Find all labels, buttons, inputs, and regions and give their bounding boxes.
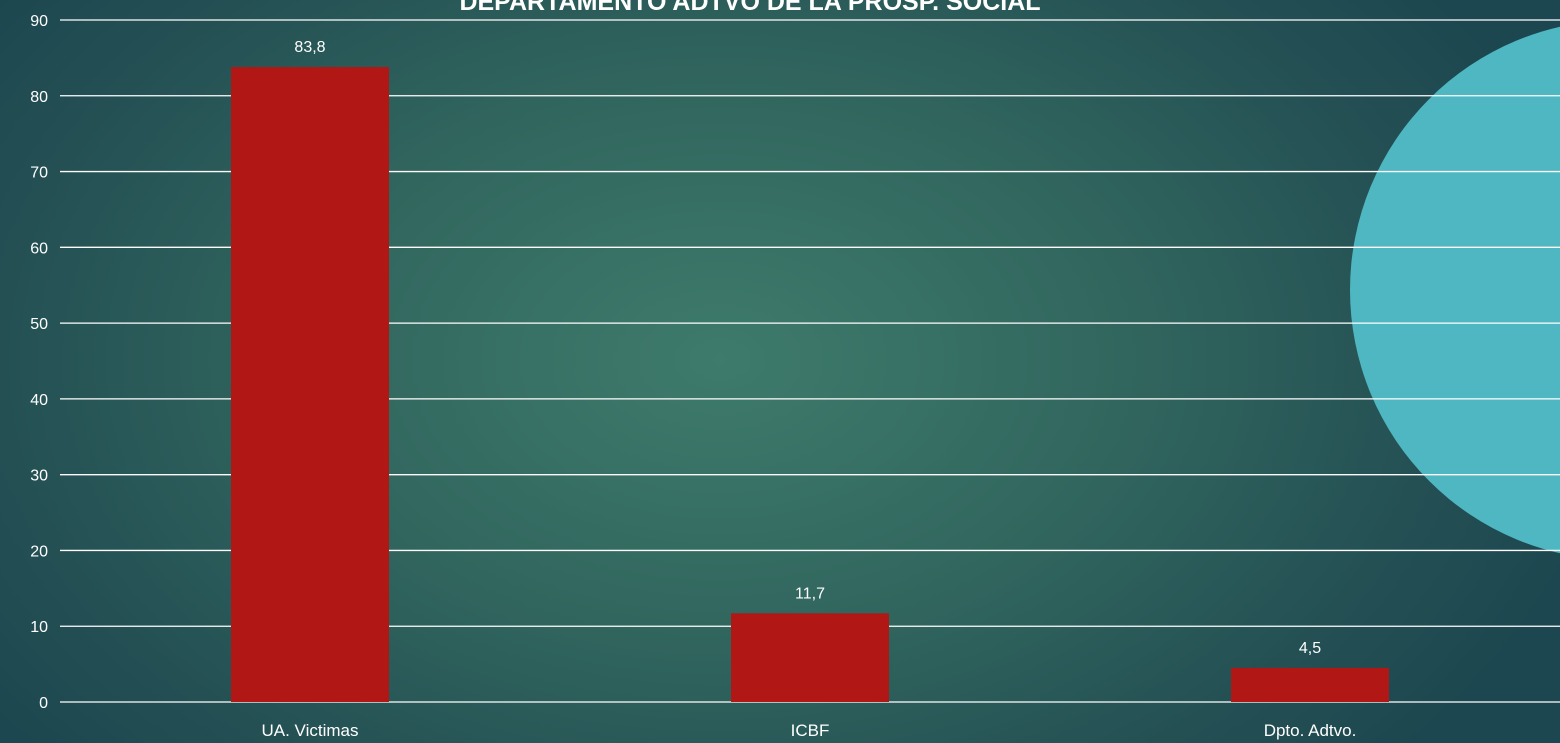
y-tick-label: 50 (30, 316, 48, 333)
bars (231, 66, 1389, 702)
x-axis-category-labels: UA. Victimas ICBF Dpto. Adtvo. (262, 721, 1357, 740)
decorative-circle (1350, 26, 1560, 554)
bar-ua-victimas (231, 66, 389, 702)
y-tick-label: 0 (39, 695, 48, 712)
y-tick-label: 70 (30, 165, 48, 182)
category-label: Dpto. Adtvo. (1264, 721, 1357, 740)
y-tick-label: 60 (30, 240, 48, 257)
bar-dpto-adtvo (1231, 667, 1389, 702)
y-tick-label: 30 (30, 468, 48, 485)
data-labels: 83,8 11,7 4,5 (294, 39, 1321, 657)
bar-icbf (731, 613, 889, 702)
y-tick-label: 90 (30, 13, 48, 30)
category-label: ICBF (791, 721, 830, 740)
y-tick-label: 20 (30, 543, 48, 560)
chart-title: DEPARTAMENTO ADTVO DE LA PROSP. SOCIAL (459, 0, 1040, 16)
y-tick-label: 40 (30, 392, 48, 409)
y-tick-label: 10 (30, 619, 48, 636)
data-label: 4,5 (1299, 640, 1321, 657)
data-label: 11,7 (795, 585, 825, 602)
y-axis-tick-labels: 0 10 20 30 40 50 60 70 80 90 (30, 13, 48, 712)
data-label: 83,8 (294, 39, 325, 56)
y-tick-label: 80 (30, 89, 48, 106)
category-label: UA. Victimas (262, 721, 359, 740)
